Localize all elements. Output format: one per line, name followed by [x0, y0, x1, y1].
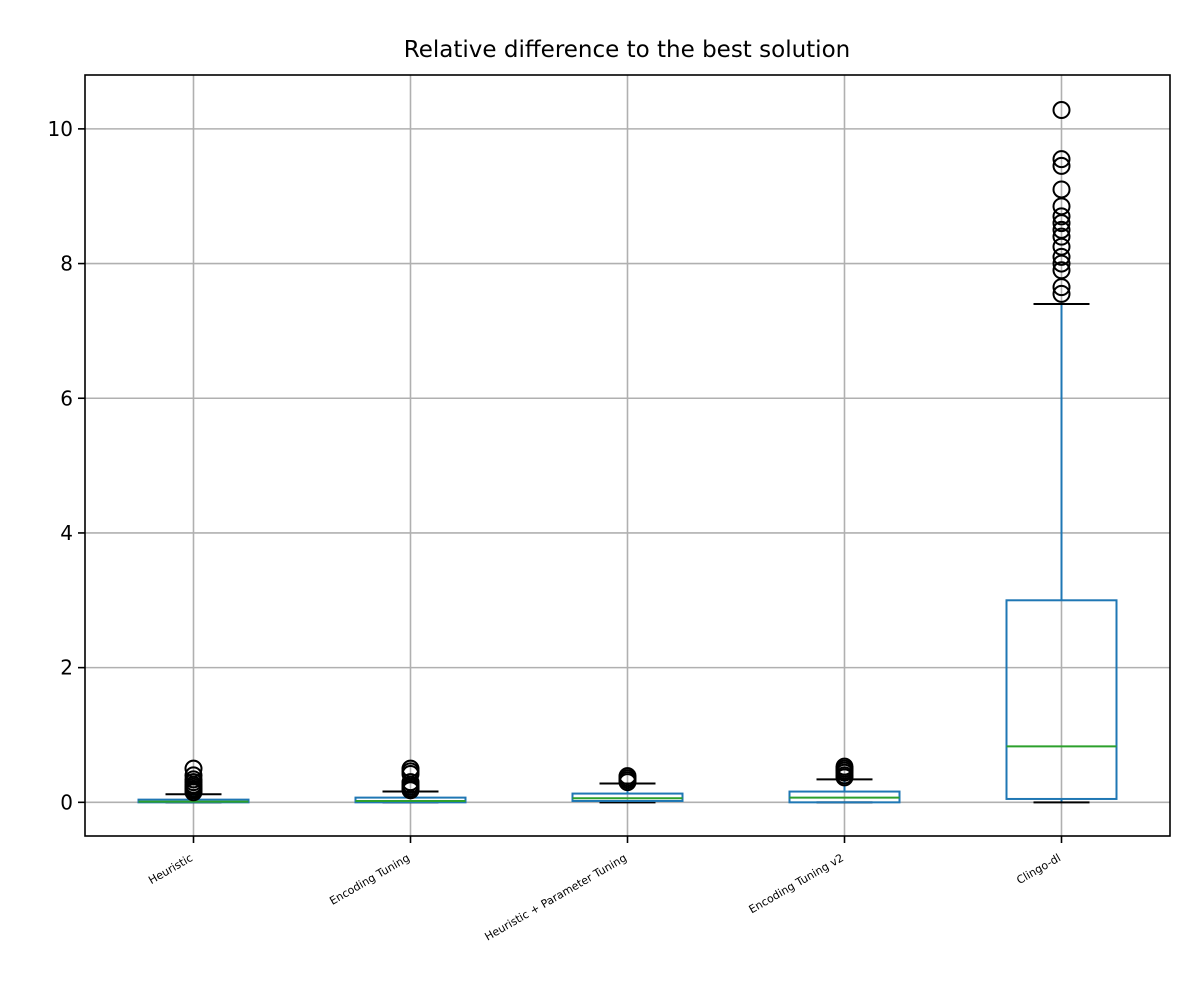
x-tick-label: Clingo-dl [1014, 851, 1063, 887]
boxes [137, 101, 1118, 804]
outlier-point [1052, 150, 1071, 169]
x-tick-label: Encoding Tuning v2 [747, 851, 846, 916]
outlier-point [835, 757, 854, 776]
y-tick-label: 6 [60, 386, 73, 410]
chart-title: Relative difference to the best solution [404, 37, 850, 63]
iqr-box [571, 792, 684, 802]
outlier-point [1052, 261, 1071, 280]
y-tick-label: 2 [60, 656, 73, 680]
outlier-point [1052, 227, 1071, 246]
outlier-point [1052, 247, 1071, 266]
box-group [137, 759, 250, 804]
outlier-point [1052, 101, 1071, 120]
y-tick-label: 10 [48, 117, 73, 141]
y-tick-label: 4 [60, 521, 73, 545]
outlier-point [1052, 284, 1071, 303]
outlier-point [401, 773, 420, 792]
x-tick-label: Heuristic [146, 851, 195, 887]
iqr-box [1005, 599, 1118, 800]
x-tick-label: Heuristic + Parameter Tuning [482, 851, 629, 943]
outlier-point [1052, 220, 1071, 239]
y-axis-ticks: 0 2 4 6 8 10 [48, 117, 85, 814]
outlier-point [401, 759, 420, 778]
box-group [1005, 101, 1118, 804]
outlier-point [1052, 180, 1071, 199]
outlier-point [1052, 156, 1071, 175]
outlier-point [184, 759, 203, 778]
x-tick-label: Encoding Tuning [327, 851, 412, 907]
grid-lines [85, 75, 1170, 836]
y-tick-label: 0 [60, 790, 73, 814]
outlier-point [184, 766, 203, 785]
box-group [354, 759, 467, 804]
box-group [788, 757, 901, 804]
box-group [571, 767, 684, 804]
outlier-point [618, 767, 637, 786]
outlier-point [1052, 207, 1071, 226]
y-tick-label: 8 [60, 252, 73, 276]
x-axis-ticks: Heuristic Encoding Tuning Heuristic + Para… [146, 836, 1063, 943]
